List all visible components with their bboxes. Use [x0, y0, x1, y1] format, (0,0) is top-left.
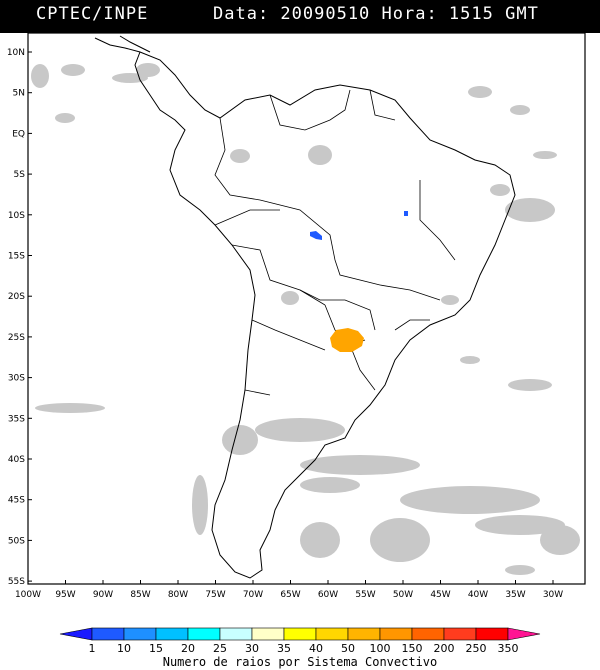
map-header: CPTEC/INPE Data: 20090510 Hora: 1515 GMT — [0, 0, 600, 33]
lat-label: 15S — [8, 252, 25, 262]
lon-label: 75W — [205, 590, 225, 600]
lon-label: 85W — [130, 590, 150, 600]
legend-swatch — [411, 627, 445, 641]
source-label: CPTEC/INPE — [36, 4, 149, 24]
lon-label: 100W — [15, 590, 41, 600]
legend-swatch — [91, 627, 125, 641]
longitude-axis: 100W 95W 90W 85W 80W 75W 70W 65W 60W 55W 50W 45W 40W… — [15, 580, 563, 600]
legend-tick-label: 35 — [277, 642, 291, 655]
legend-tick-label: 10 — [117, 642, 131, 655]
legend-swatch — [379, 627, 413, 641]
lon-label: 50W — [393, 590, 413, 600]
legend-swatch — [59, 627, 93, 641]
lat-label: EQ — [12, 129, 25, 139]
lat-label: 10N — [7, 48, 25, 58]
datetime-label: Data: 20090510 Hora: 1515 GMT — [213, 4, 539, 24]
legend-swatch — [155, 627, 189, 641]
lon-label: 80W — [168, 590, 188, 600]
lat-label: 10S — [8, 211, 25, 221]
lat-label: 35S — [8, 414, 25, 424]
central-america-coastline — [94, 35, 151, 53]
lat-label: 55S — [8, 577, 25, 587]
legend-tick-label: 200 — [434, 642, 455, 655]
blue-storm-cell-east — [404, 211, 408, 216]
legend-tick-label: 15 — [149, 642, 163, 655]
lat-label: 5S — [14, 170, 26, 180]
lon-label: 45W — [430, 590, 450, 600]
legend-tick-label: 50 — [341, 642, 355, 655]
orange-storm-cell — [330, 328, 364, 352]
legend-swatch — [347, 627, 381, 641]
south-america-coastline — [134, 51, 516, 579]
lon-label: 40W — [468, 590, 488, 600]
legend-swatch — [475, 627, 509, 641]
legend-tick-labels: 1 10 15 20 25 30 35 40 50 100 150 200 250 350 — [89, 642, 519, 655]
legend-swatch — [283, 627, 317, 641]
legend-swatch — [443, 627, 477, 641]
lat-label: 25S — [8, 333, 25, 343]
legend-tick-label: 20 — [181, 642, 195, 655]
legend-tick-label: 150 — [402, 642, 423, 655]
cloud-cover — [31, 63, 580, 575]
legend-tick-label: 250 — [466, 642, 487, 655]
lon-label: 95W — [55, 590, 75, 600]
legend-tick-label: 30 — [245, 642, 259, 655]
blue-storm-cell-west — [310, 231, 322, 240]
latitude-axis: 10N 5N EQ 5S 10S 15S 20S 25S 30S 35S 40S 45S 50S 55S — [7, 48, 32, 587]
legend-tick-label: 40 — [309, 642, 323, 655]
lon-label: 70W — [243, 590, 263, 600]
lat-label: 30S — [8, 374, 25, 384]
legend-title: Numero de raios por Sistema Convectivo — [162, 655, 438, 669]
lat-label: 20S — [8, 292, 25, 302]
legend-swatch — [507, 627, 541, 641]
lon-label: 55W — [355, 590, 375, 600]
legend-swatch — [251, 627, 285, 641]
lat-label: 50S — [8, 536, 25, 546]
lat-label: 5N — [13, 89, 25, 99]
lat-label: 40S — [8, 455, 25, 465]
legend-tick-label: 25 — [213, 642, 227, 655]
legend-swatch — [123, 627, 157, 641]
lon-label: 65W — [280, 590, 300, 600]
legend-tick-label: 350 — [498, 642, 519, 655]
lon-label: 60W — [318, 590, 338, 600]
legend-swatch — [219, 627, 253, 641]
legend-swatch — [315, 627, 349, 641]
lat-label: 45S — [8, 496, 25, 506]
legend-swatch — [187, 627, 221, 641]
lon-label: 35W — [505, 590, 525, 600]
lon-label: 90W — [93, 590, 113, 600]
legend-tick-label: 1 — [89, 642, 96, 655]
lon-label: 30W — [543, 590, 563, 600]
legend-tick-label: 100 — [370, 642, 391, 655]
legend-colorbar — [59, 627, 541, 641]
